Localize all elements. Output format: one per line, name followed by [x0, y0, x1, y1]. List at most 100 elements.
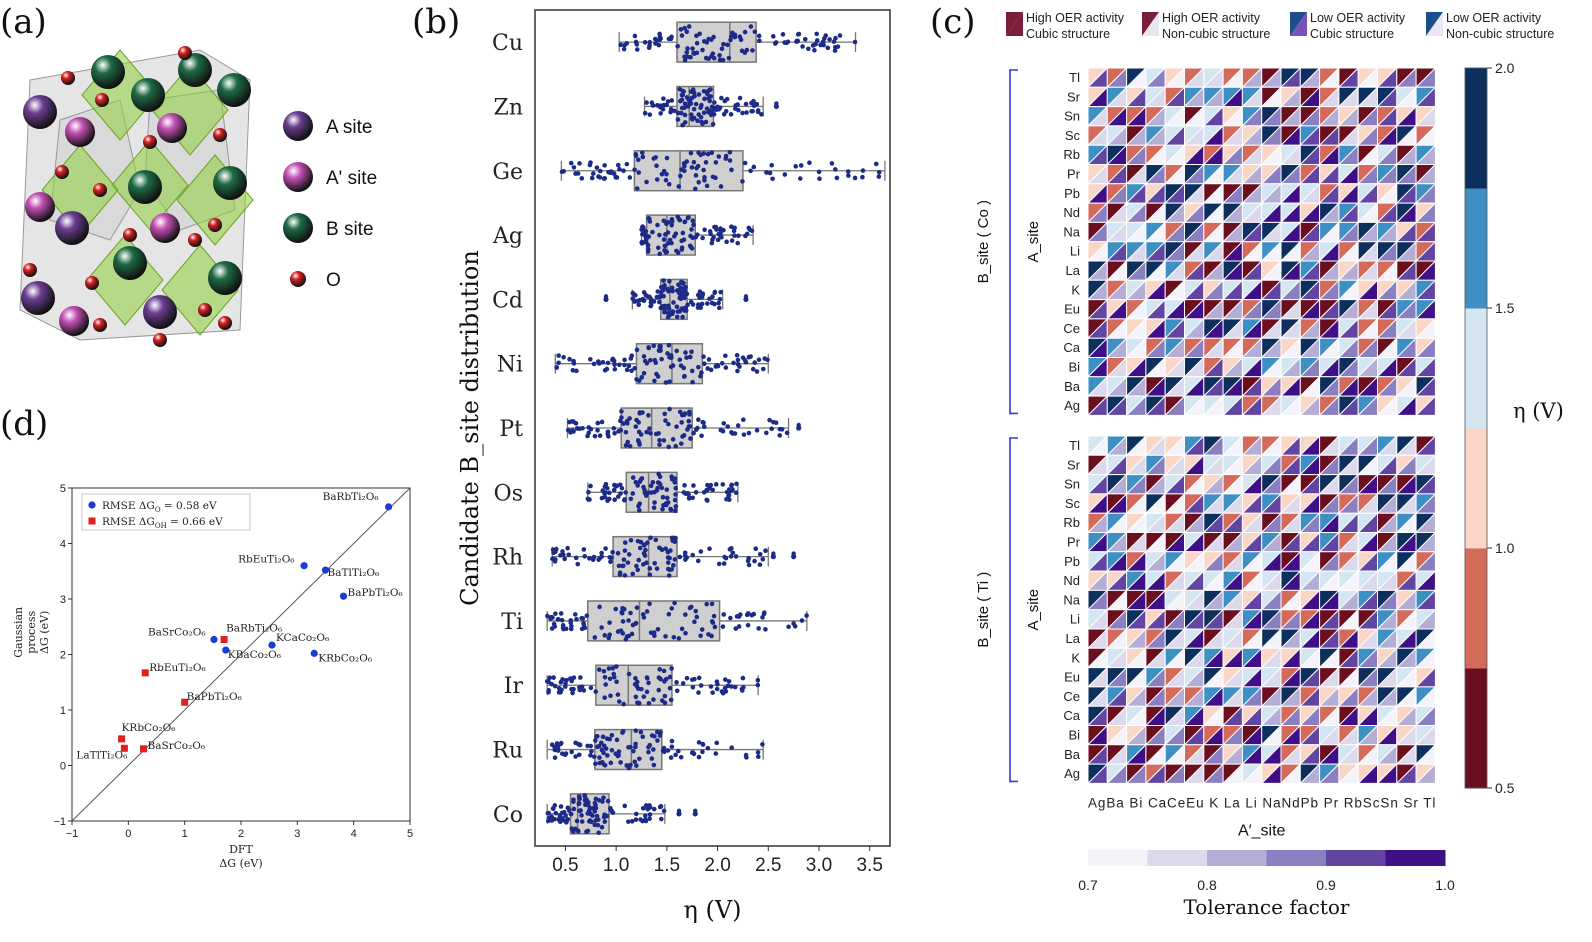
swarm-point-Os	[630, 475, 636, 480]
scatter-point-label: KRbCo₂O₆	[122, 722, 176, 734]
swarm-point-Zn	[675, 117, 681, 122]
swarm-point-Ti	[626, 633, 631, 639]
swarm-point-Rh	[635, 538, 641, 544]
swarm-point-Ag	[685, 215, 691, 221]
swarm-point-Ti	[619, 609, 625, 615]
swarm-point-Ag	[682, 219, 688, 224]
heatmap-block-0	[1086, 66, 1437, 417]
swarm-point-Ge	[727, 149, 733, 155]
swarm-point-Ge	[594, 165, 600, 170]
a-site-label-Rb: Rb	[1063, 515, 1080, 530]
panel-a-crystal-structure: A site A' site B site O	[0, 40, 410, 350]
swarm-point-Ru	[577, 742, 583, 748]
swarm-point-Rh	[615, 550, 621, 556]
swarm-point-Pt	[679, 441, 684, 446]
swarm-point-Os	[657, 482, 663, 487]
swarm-point-Cu	[818, 42, 823, 48]
swarm-point-Pt	[670, 437, 676, 442]
scatter-point-circle	[300, 562, 308, 570]
swarm-point-Ir	[577, 685, 582, 690]
swarm-point-Rh	[733, 554, 739, 559]
swarm-point-Cu	[710, 51, 716, 56]
swarm-point-Ge	[704, 183, 710, 189]
swarm-point-Ni	[648, 357, 653, 363]
swarm-point-Ge	[664, 155, 670, 161]
swarm-point-Ru	[559, 740, 564, 746]
swarm-point-Pt	[627, 443, 633, 449]
swarm-point-Pt	[597, 433, 603, 439]
swarm-point-Pt	[595, 420, 601, 426]
swarm-point-Ge	[770, 176, 775, 182]
swarm-point-Cd	[657, 294, 662, 300]
swarm-point-Ni	[756, 357, 762, 363]
swarm-point-Ge	[845, 169, 851, 174]
swarm-point-Pt	[771, 419, 776, 425]
swarm-point-Ni	[667, 379, 672, 384]
swarm-point-Ti	[744, 612, 750, 618]
swarm-point-Ti	[559, 617, 565, 623]
swarm-point-Zn	[737, 95, 743, 101]
swarm-point-Ti	[549, 626, 555, 631]
swarm-point-Ir	[739, 686, 745, 692]
swarm-point-Pt	[637, 411, 643, 416]
swarm-point-Ir	[733, 684, 738, 690]
scatter-point-label: BaTlTi₂O₆	[328, 567, 380, 579]
a-site-label-Na: Na	[1063, 224, 1080, 239]
swarm-point-Ni	[567, 356, 572, 362]
scatter-point-label: RbEuTi₂O₆	[149, 662, 205, 674]
swarm-point-Zn	[744, 110, 749, 115]
swarm-point-Ru	[755, 754, 761, 760]
swarm-point-Os	[586, 489, 591, 495]
swarm-point-Ge	[588, 160, 593, 165]
panel-c-heatmap: High OER activity Cubic structure High OER…	[960, 0, 1592, 937]
swarm-point-Cd	[676, 282, 681, 288]
swarm-point-Co	[599, 824, 605, 830]
swarm-point-Pt	[625, 439, 631, 445]
swarm-point-Ru	[620, 730, 625, 735]
swarm-point-Os	[648, 483, 654, 489]
swarm-point-Cu	[782, 40, 787, 45]
swarm-point-Rh	[666, 573, 672, 578]
swarm-point-Ru	[634, 763, 639, 768]
legend-label-0: A site	[326, 117, 372, 138]
swarm-point-Os	[727, 497, 732, 502]
block-label-0: B_site ( Co )	[975, 200, 992, 283]
swarm-point-Ti	[620, 605, 625, 611]
swarm-point-Ti	[647, 601, 652, 607]
a-site-label-Sn: Sn	[1064, 477, 1080, 492]
swarm-point-Ni	[765, 357, 770, 363]
swarm-point-Ge	[689, 165, 695, 170]
swarm-point-Pt	[647, 426, 652, 431]
a-site-label-Tl: Tl	[1069, 438, 1080, 453]
swarm-point-Pt	[635, 438, 641, 443]
y-tick-label: 0	[60, 761, 66, 773]
swarm-point-Ti	[623, 637, 629, 642]
swarm-point-Os	[655, 485, 660, 491]
swarm-point-Ag	[677, 217, 683, 223]
swarm-point-Co	[550, 806, 556, 811]
swarm-point-Ru	[614, 737, 620, 743]
a-site-label-K: K	[1071, 282, 1080, 297]
swarm-point-Ir	[696, 675, 702, 681]
tolerance-colorbar-segment	[1266, 850, 1327, 866]
swarm-point-Ni	[699, 370, 704, 375]
swarm-point-Zn	[712, 100, 717, 105]
swarm-point-Rh	[757, 551, 763, 557]
swarm-point-Rh	[566, 552, 572, 558]
swarm-point-Zn	[716, 106, 722, 112]
tolerance-colorbar-segment	[1207, 850, 1267, 866]
swarm-point-Zn	[719, 95, 724, 101]
swarm-point-Cd	[665, 314, 671, 320]
swarm-point-Co	[582, 798, 588, 803]
swarm-point-Co	[633, 817, 639, 822]
swarm-point-Rh	[683, 557, 688, 562]
swarm-point-Ag	[724, 239, 729, 245]
swarm-point-Ir	[614, 679, 619, 685]
swarm-point-Pt	[746, 430, 752, 436]
swarm-point-Cu	[814, 31, 820, 37]
swarm-point-Ag	[640, 232, 645, 237]
swarm-point-Ru	[605, 753, 610, 758]
swarm-point-Ti	[628, 610, 633, 616]
swarm-point-Cd	[700, 291, 706, 297]
atom-b-site	[128, 170, 162, 204]
